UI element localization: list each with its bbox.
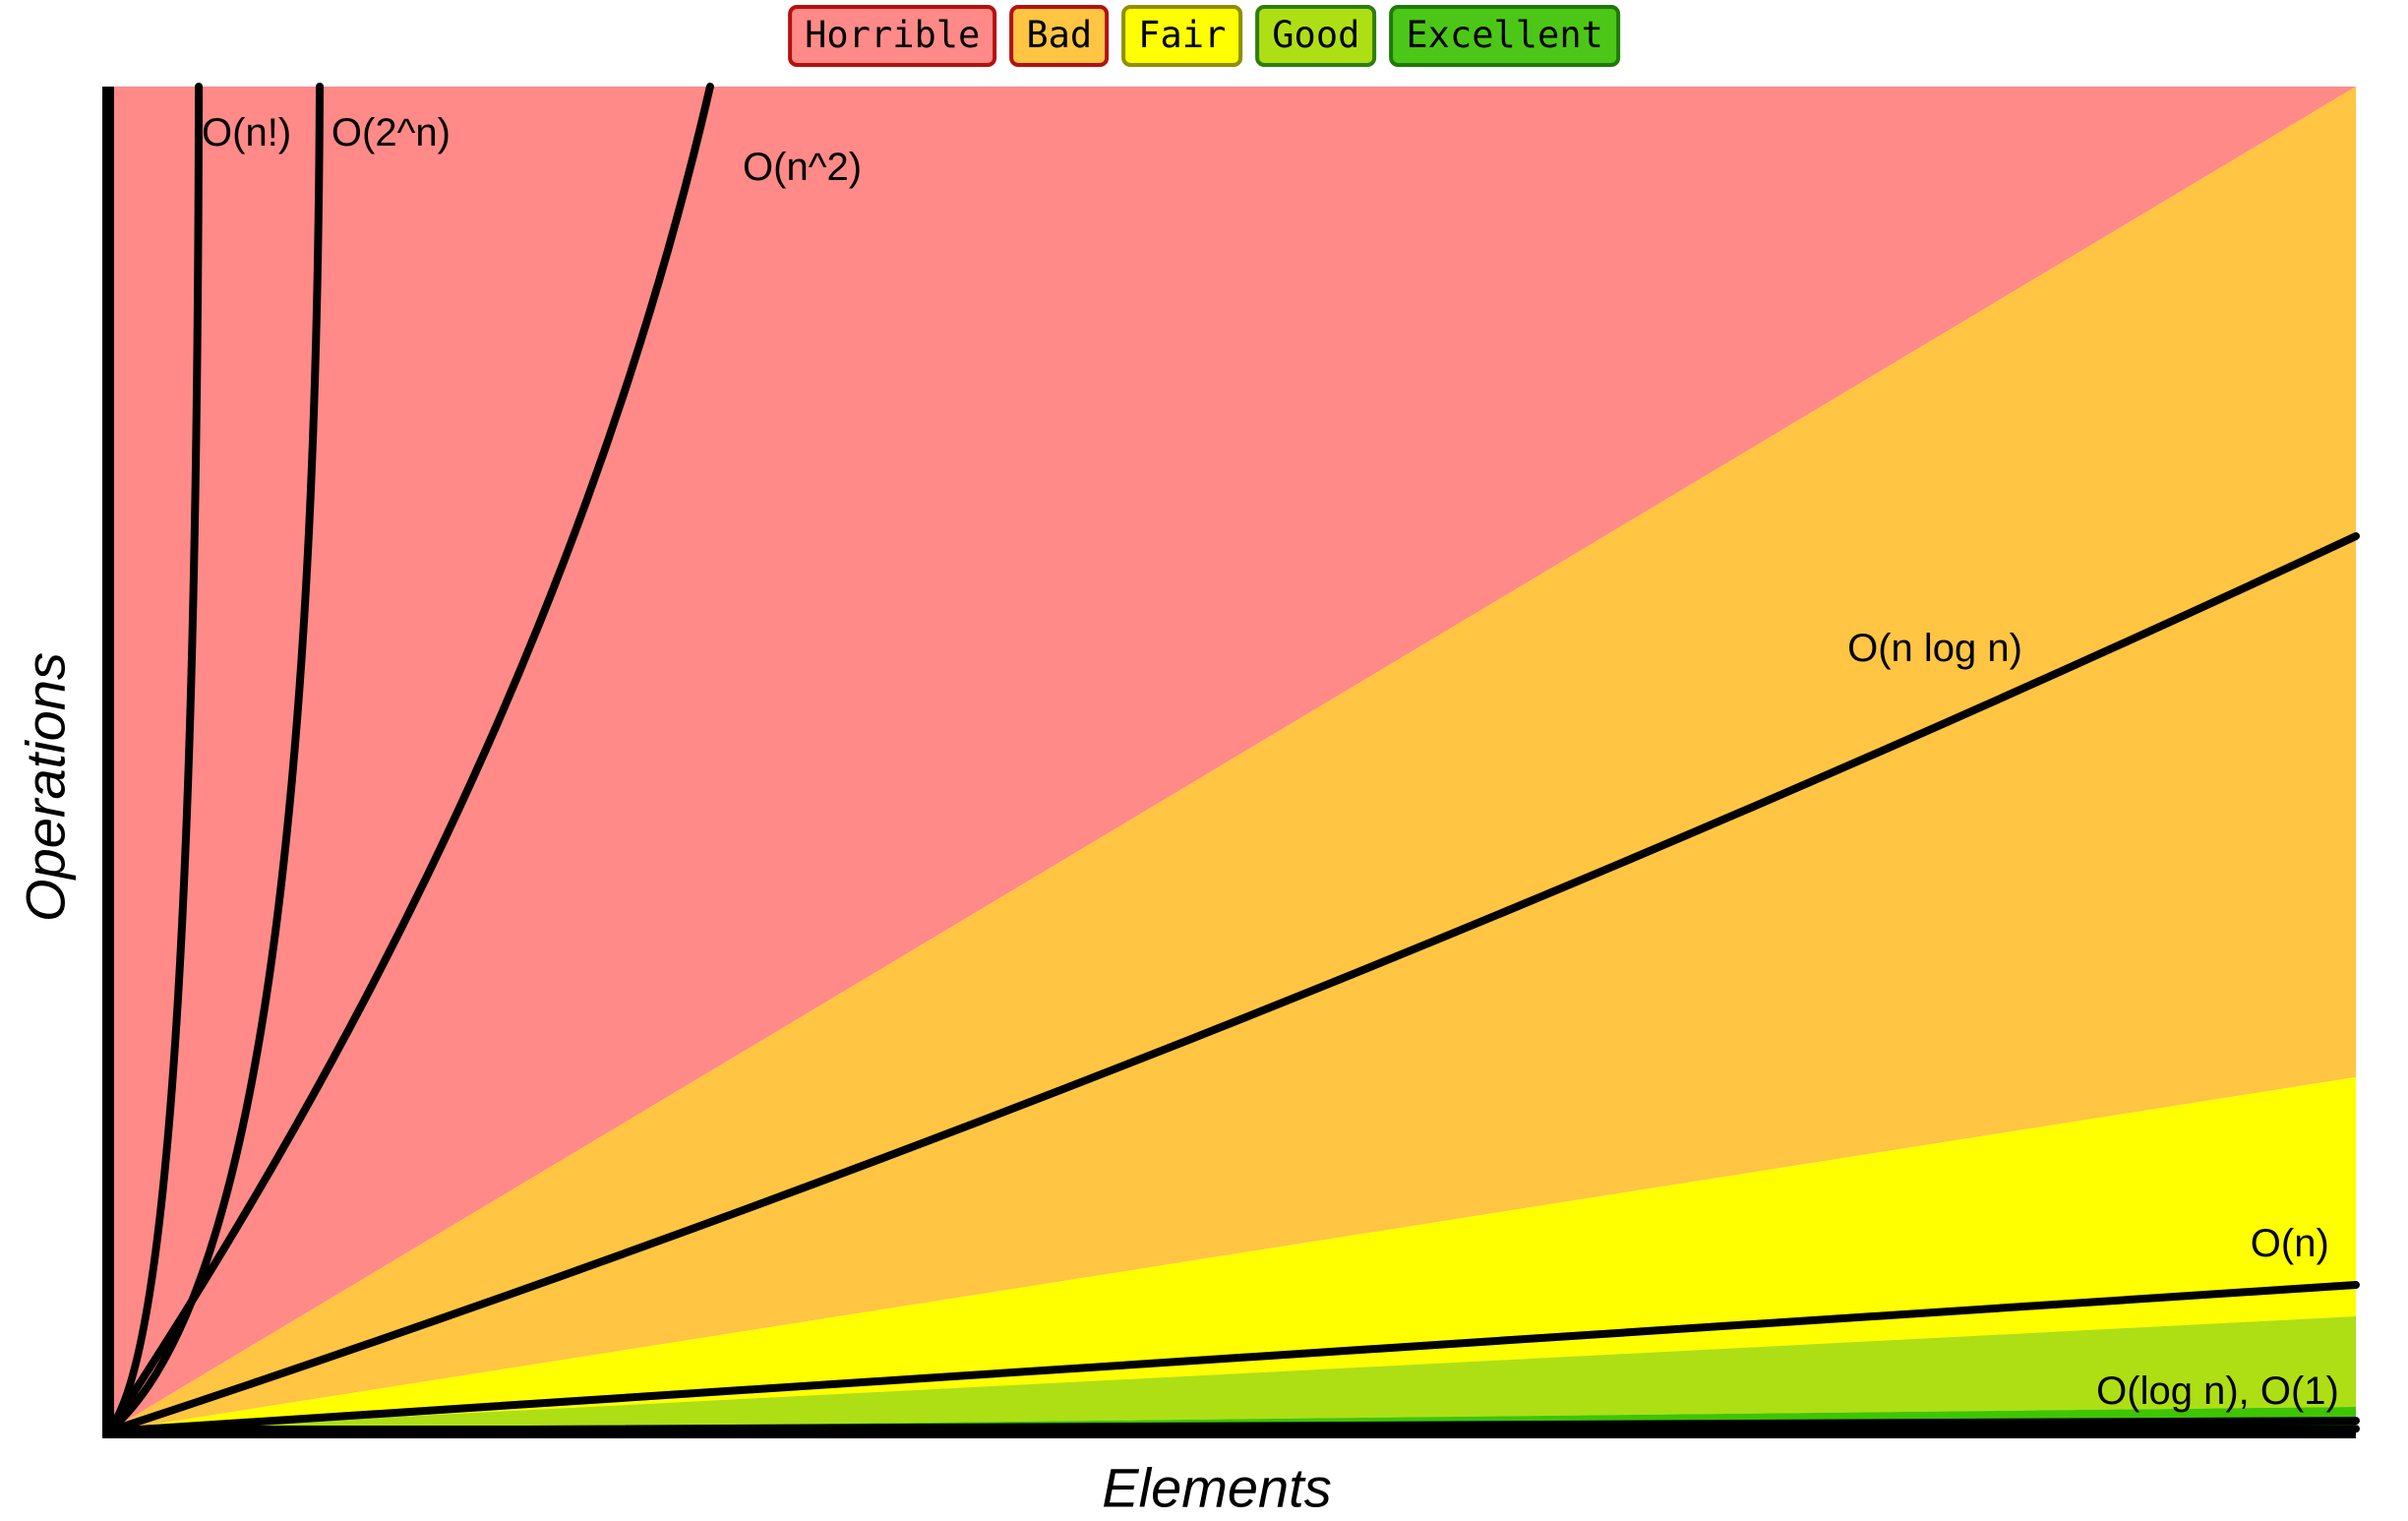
region-fair — [108, 1076, 2356, 1431]
regions-layer — [108, 87, 2356, 1431]
legend-item-fair: Fair — [1121, 5, 1243, 67]
x-axis-title: Elements — [1102, 1456, 1332, 1519]
legend-item-bad: Bad — [1009, 5, 1110, 67]
labels-layer: O(n!) O(2^n) O(n^2) O(n log n) O(n) O(log n),… — [202, 111, 2339, 1413]
curve-o-n — [104, 83, 204, 1435]
curve-label-o-2-n: O(2^n) — [331, 111, 451, 154]
region-good — [108, 1315, 2356, 1431]
curve-o-n-log-n — [104, 531, 2360, 1435]
legend-item-excellent: Excellent — [1389, 5, 1620, 67]
curve-label-o-log-n-o-1: O(log n), O(1) — [2096, 1369, 2339, 1413]
curve-label-o-n-log-n: O(n log n) — [1847, 627, 2022, 670]
curve-o-n-2 — [104, 83, 714, 1435]
curve-o-n — [104, 1281, 2360, 1435]
legend: Horrible Bad Fair Good Excellent — [788, 5, 1620, 67]
y-axis-title: Operations — [14, 652, 77, 922]
curve-label-o-n: O(n) — [2251, 1222, 2329, 1265]
curve-o-2-n — [104, 83, 325, 1435]
legend-item-good: Good — [1255, 5, 1377, 67]
curve-label-o-n-2: O(n^2) — [743, 146, 862, 189]
region-bad — [108, 87, 2356, 1431]
y-axis — [102, 87, 114, 1438]
curve-label-o-n: O(n!) — [202, 111, 291, 154]
x-axis — [102, 1426, 2356, 1438]
legend-item-horrible: Horrible — [788, 5, 997, 67]
